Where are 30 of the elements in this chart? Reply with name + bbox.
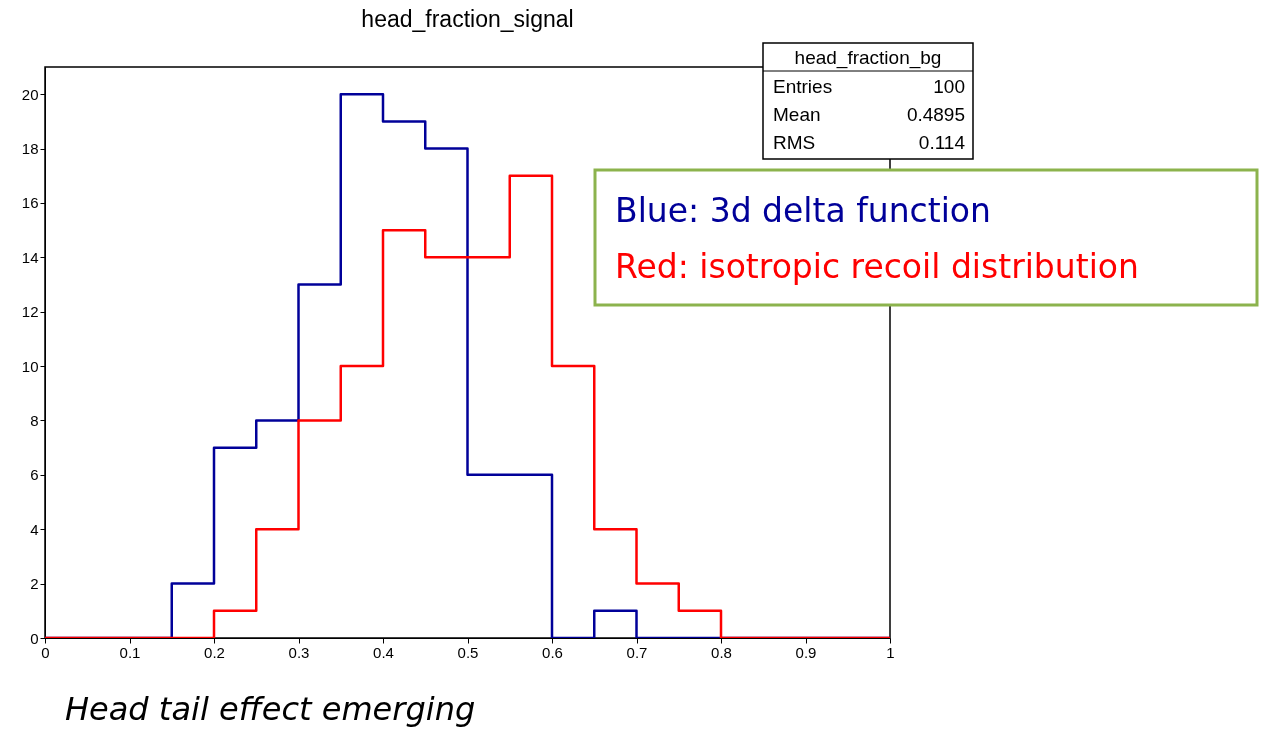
- text: Blue: 3d delta function: [615, 191, 991, 230]
- y-tick-label: 10: [21, 357, 39, 375]
- x-tick-label: 0.4: [373, 643, 394, 661]
- x-tick-label: 0.1: [119, 643, 141, 661]
- y-tick-label: 18: [21, 140, 39, 158]
- text: RMS 0.114: [773, 132, 965, 153]
- y-tick-label: 14: [21, 248, 39, 266]
- x-tick-label: 0.3: [288, 643, 310, 661]
- y-tick-label: 0: [30, 629, 39, 647]
- y-tick-label: 12: [21, 303, 39, 321]
- y-tick-label: 4: [30, 520, 39, 538]
- y-tick-label: 2: [30, 575, 39, 593]
- text: Entries 100: [773, 76, 965, 97]
- y-tick-label: 20: [21, 85, 39, 103]
- x-tick-label: 1: [886, 643, 895, 661]
- x-tick-label: 0.9: [795, 643, 817, 661]
- series-label: Red: isotropic recoil distribution: [615, 247, 1139, 286]
- x-tick-label: 0.8: [711, 643, 732, 661]
- annotation: head_fraction_bg: [794, 47, 942, 69]
- x-tick-label: 0.7: [626, 643, 648, 661]
- chart-title: head_fraction_signal: [361, 6, 574, 32]
- y-tick-label: 6: [30, 466, 39, 484]
- x-tick-label: 0: [41, 643, 50, 661]
- x-tick-label: 0.6: [542, 643, 563, 661]
- y-tick-label: 16: [21, 194, 39, 212]
- text: Mean 0.4895: [773, 104, 965, 125]
- y-tick-label: 8: [30, 411, 39, 429]
- x-tick-label: 0.2: [204, 643, 225, 661]
- x-tick-label: 0.5: [457, 643, 479, 661]
- text: Head tail effect emerging: [65, 690, 476, 728]
